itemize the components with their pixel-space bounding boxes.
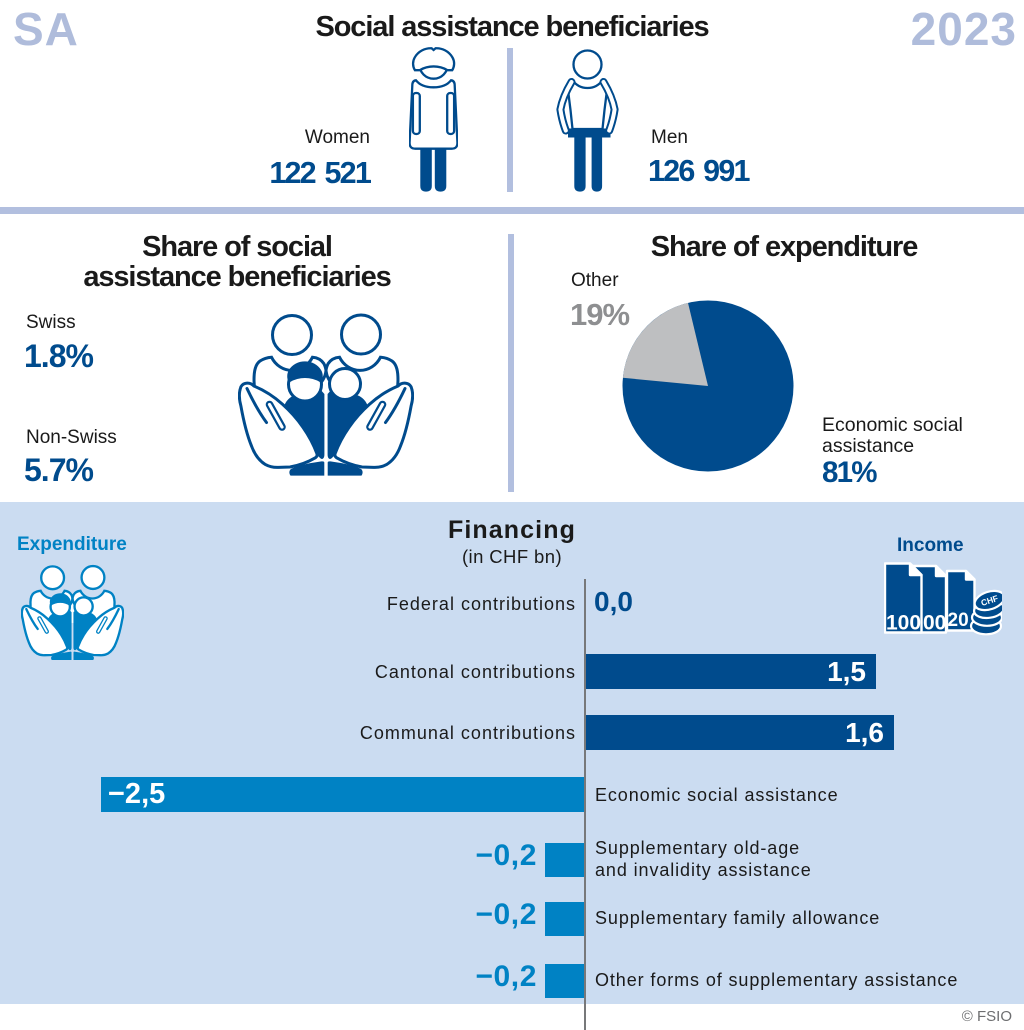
svg-text:00: 00 xyxy=(923,612,946,635)
svg-text:20: 20 xyxy=(948,610,969,631)
svg-text:100: 100 xyxy=(886,612,921,635)
